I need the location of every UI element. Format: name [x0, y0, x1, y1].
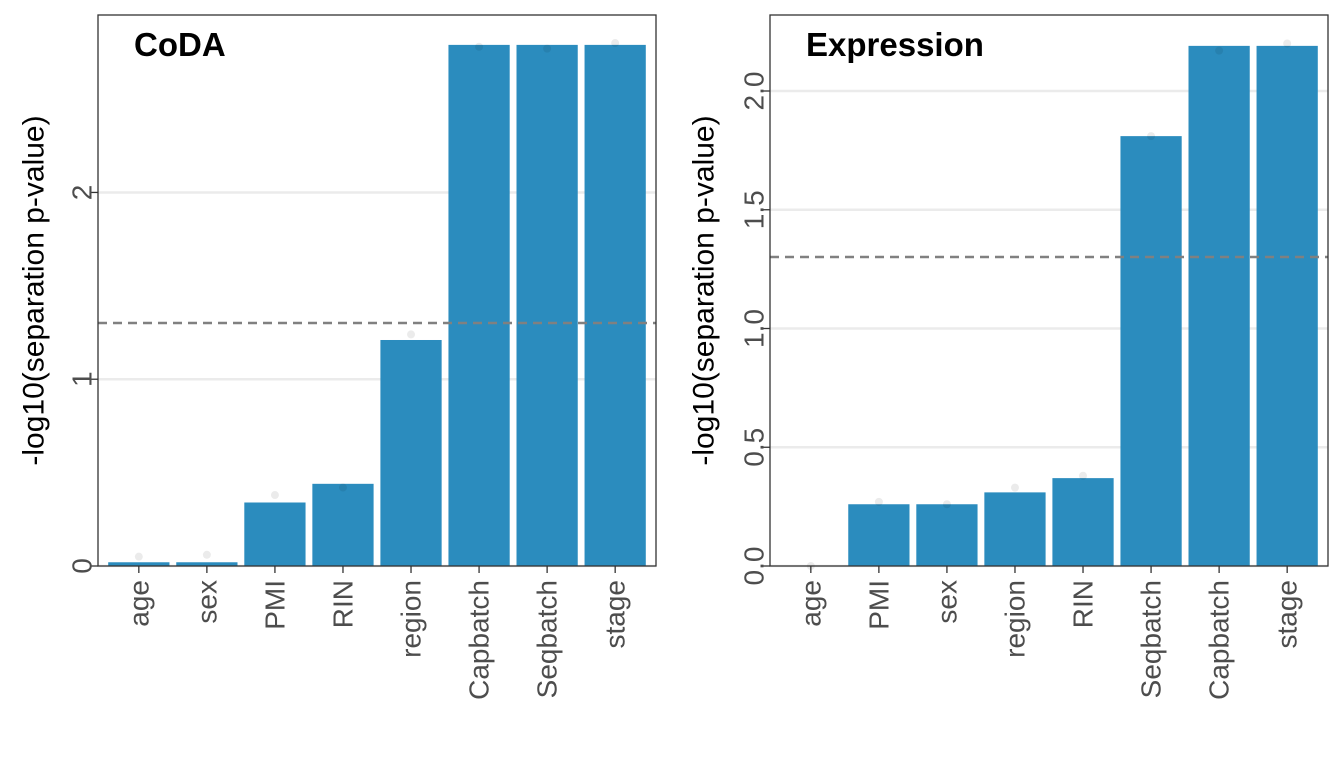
x-category-label-pmi: PMI — [259, 580, 290, 630]
bar-seqbatch — [516, 44, 578, 566]
x-category-label-sex: sex — [191, 580, 222, 624]
x-category-label-age: age — [795, 580, 826, 627]
y-tick-label: 0.0 — [739, 547, 770, 586]
point-sex — [942, 500, 951, 509]
bar-capbatch — [1188, 45, 1250, 566]
bar-stage — [584, 44, 646, 566]
x-category-label-stage: stage — [600, 580, 631, 649]
x-category-label-region: region — [999, 580, 1030, 658]
chart-panel-2: 0.0 0.5 1.0 1.5 2.0 age PMI sex region RIN Seqbatc… — [688, 14, 1329, 700]
panel-title: Expression — [806, 26, 984, 63]
point-region — [407, 330, 416, 339]
panel-border — [97, 14, 657, 567]
y-tick-label: 0.5 — [739, 428, 770, 467]
y-tick-label: 2.0 — [739, 72, 770, 111]
bar-pmi — [244, 502, 306, 566]
bar-region — [380, 339, 442, 566]
y-tick-label: 1.0 — [739, 309, 770, 348]
x-category-label-seqbatch: Seqbatch — [532, 580, 563, 698]
x-category-label-rin: RIN — [327, 580, 358, 628]
bar-sex — [916, 504, 978, 566]
x-category-label-region: region — [396, 580, 427, 658]
panel-title: CoDA — [134, 26, 226, 63]
x-category-label-pmi: PMI — [863, 580, 894, 630]
y-axis-title: -log10(separation p-value) — [688, 115, 721, 465]
y-axis-title: -log10(separation p-value) — [18, 115, 51, 465]
x-category-label-rin: RIN — [1068, 580, 1099, 628]
point-capbatch — [1215, 46, 1224, 55]
point-sex — [202, 550, 211, 559]
panel-border — [769, 14, 1329, 567]
y-tick-label: 2 — [67, 185, 98, 201]
bar-sex — [176, 562, 238, 566]
point-rin — [338, 483, 347, 492]
x-category-label-age: age — [123, 580, 154, 627]
chart-panel-1: 0 1 2 age sex PMI RIN region Capbatch Seqbatch sta… — [18, 14, 657, 700]
point-stage — [1283, 39, 1292, 48]
point-age — [134, 552, 143, 561]
bar-pmi — [848, 504, 910, 566]
bar-stage — [1256, 45, 1318, 566]
point-region — [1010, 483, 1019, 492]
point-capbatch — [475, 42, 484, 51]
point-pmi — [270, 491, 279, 500]
x-category-label-stage: stage — [1272, 580, 1303, 649]
bar-seqbatch — [1120, 136, 1182, 566]
x-category-label-capbatch: Capbatch — [1204, 580, 1235, 700]
point-seqbatch — [1147, 132, 1156, 141]
point-stage — [611, 39, 620, 48]
point-pmi — [874, 497, 883, 506]
bar-region — [984, 492, 1046, 566]
bar-capbatch — [448, 44, 510, 566]
point-seqbatch — [543, 44, 552, 53]
bar-rin — [1052, 478, 1114, 566]
point-rin — [1079, 471, 1088, 480]
x-category-label-capbatch: Capbatch — [464, 580, 495, 700]
bar-age — [108, 562, 170, 566]
y-tick-label: 0 — [67, 558, 98, 574]
y-tick-label: 1 — [67, 371, 98, 387]
x-category-label-sex: sex — [931, 580, 962, 624]
y-tick-label: 1.5 — [739, 190, 770, 229]
bar-rin — [312, 483, 374, 566]
x-category-label-seqbatch: Seqbatch — [1136, 580, 1167, 698]
